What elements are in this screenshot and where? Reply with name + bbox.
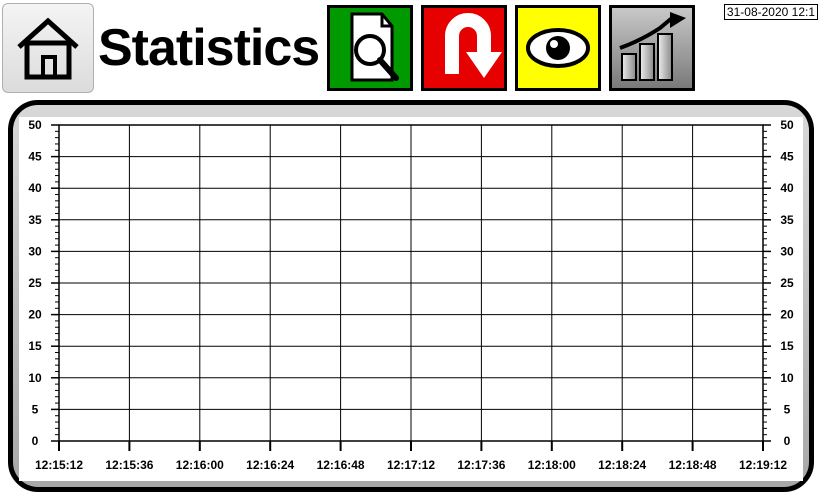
svg-text:45: 45 [780, 150, 794, 164]
svg-text:30: 30 [780, 244, 794, 258]
svg-text:12:15:12: 12:15:12 [35, 458, 83, 472]
svg-text:40: 40 [28, 181, 42, 195]
svg-text:12:17:36: 12:17:36 [457, 458, 505, 472]
svg-text:12:18:00: 12:18:00 [528, 458, 576, 472]
svg-text:25: 25 [28, 276, 42, 290]
svg-text:12:15:36: 12:15:36 [105, 458, 153, 472]
svg-text:12:16:48: 12:16:48 [317, 458, 365, 472]
timestamp: 31-08-2020 12:1 [724, 4, 818, 20]
eye-icon [518, 8, 598, 88]
document-magnify-icon [330, 8, 410, 88]
svg-text:25: 25 [780, 276, 794, 290]
chart-area: 0 0 5 5 10 10 15 15 20 20 25 25 30 30 35 35 40 40 45 45 50 50… [19, 117, 803, 481]
svg-text:50: 50 [780, 118, 794, 132]
svg-text:5: 5 [784, 402, 791, 416]
toolbar: Statistics [0, 0, 822, 96]
svg-text:0: 0 [784, 434, 791, 448]
svg-text:12:16:00: 12:16:00 [176, 458, 224, 472]
search-document-button[interactable] [327, 5, 413, 91]
svg-text:10: 10 [28, 371, 42, 385]
svg-text:45: 45 [28, 150, 42, 164]
svg-text:50: 50 [28, 118, 42, 132]
svg-text:35: 35 [28, 213, 42, 227]
undo-button[interactable] [421, 5, 507, 91]
svg-text:30: 30 [28, 244, 42, 258]
svg-text:15: 15 [780, 339, 794, 353]
svg-text:12:18:24: 12:18:24 [598, 458, 646, 472]
page-title: Statistics [98, 18, 319, 78]
svg-text:20: 20 [780, 308, 794, 322]
svg-text:12:16:24: 12:16:24 [246, 458, 294, 472]
svg-text:5: 5 [32, 402, 39, 416]
bar-trend-icon [612, 8, 692, 88]
svg-text:10: 10 [780, 371, 794, 385]
svg-text:12:17:12: 12:17:12 [387, 458, 435, 472]
svg-text:12:19:12: 12:19:12 [739, 458, 787, 472]
svg-text:35: 35 [780, 213, 794, 227]
svg-text:20: 20 [28, 308, 42, 322]
svg-text:12:18:48: 12:18:48 [669, 458, 717, 472]
trend-button[interactable] [609, 5, 695, 91]
svg-text:40: 40 [780, 181, 794, 195]
svg-text:0: 0 [32, 434, 39, 448]
chart-svg: 0 0 5 5 10 10 15 15 20 20 25 25 30 30 35 35 40 40 45 45 50 50… [19, 117, 803, 481]
u-turn-arrow-icon [424, 8, 504, 88]
view-button[interactable] [515, 5, 601, 91]
home-button[interactable] [2, 3, 94, 93]
svg-text:15: 15 [28, 339, 42, 353]
chart-frame: 0 0 5 5 10 10 15 15 20 20 25 25 30 30 35 35 40 40 45 45 50 50… [8, 100, 814, 492]
home-icon [13, 13, 83, 83]
